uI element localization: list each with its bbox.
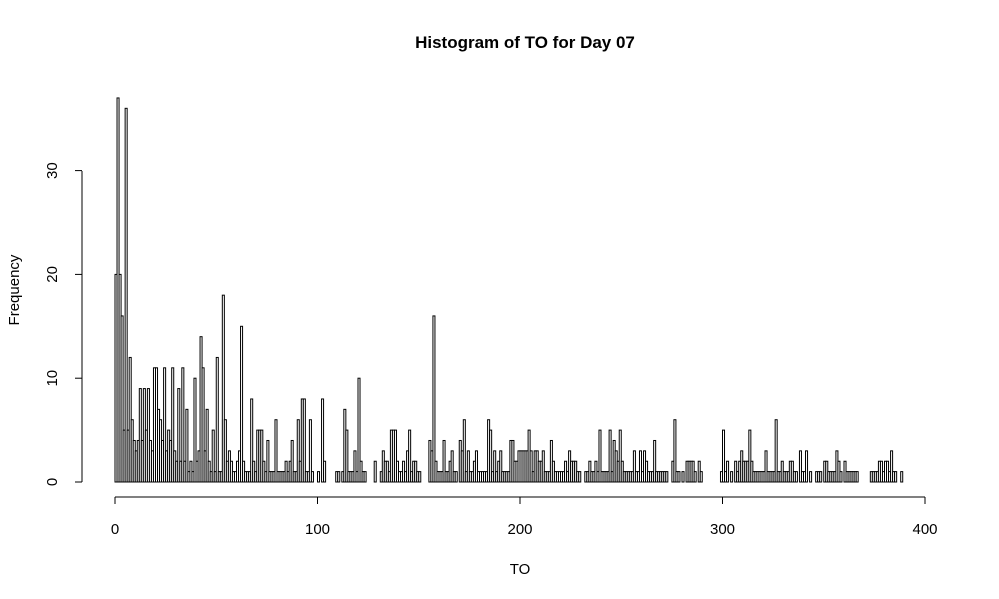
histogram-bar [171, 367, 175, 483]
histogram-bar [345, 429, 349, 483]
histogram-bar [442, 439, 446, 483]
histogram-bar [418, 471, 422, 483]
histogram-bar [321, 398, 325, 483]
histogram-bar [730, 471, 734, 483]
histogram-bar [900, 471, 904, 483]
histogram-bar [163, 367, 167, 483]
histogram-bar [764, 450, 768, 483]
histogram-bar [337, 471, 341, 483]
histogram-bar [353, 450, 357, 483]
x-axis-label: TO [510, 561, 531, 578]
histogram-bar [124, 107, 128, 483]
histogram-bar [693, 471, 697, 483]
histogram-bar [296, 419, 300, 483]
histogram-bar [839, 471, 843, 483]
histogram-bar [290, 439, 294, 483]
histogram-bar [618, 429, 622, 483]
histogram-bars [114, 97, 904, 483]
histogram-bar [855, 471, 859, 483]
histogram-bar [894, 471, 898, 483]
histogram-bar [638, 450, 642, 483]
histogram-bar [632, 450, 636, 483]
histogram-bar [677, 471, 681, 483]
histogram-bar [408, 429, 412, 483]
y-axis-ticks: 0 10 20 30 [44, 162, 82, 486]
histogram-bar [462, 419, 466, 483]
x-axis-ticks: 0 100 200 300 400 [111, 497, 938, 538]
histogram-bar [211, 429, 215, 483]
histogram-bar [529, 450, 533, 483]
y-tick-label: 0 [44, 478, 61, 486]
histogram-bar [578, 471, 582, 483]
histogram-bar [450, 450, 454, 483]
chart-title: Histogram of TO for Day 07 [415, 33, 635, 52]
histogram-bar [185, 408, 189, 483]
histogram-bar [474, 450, 478, 483]
histogram-bar [653, 439, 657, 483]
histogram-bar [890, 450, 894, 483]
histogram-bar [722, 429, 726, 483]
histogram-bar [317, 471, 321, 483]
y-tick-label: 30 [44, 162, 61, 179]
histogram-bar [748, 429, 752, 483]
histogram-bar [699, 471, 703, 483]
histogram-bar [177, 388, 181, 483]
x-tick-label: 300 [710, 521, 735, 538]
histogram-bar [323, 460, 327, 483]
histogram-bar [681, 471, 685, 483]
y-tick-label: 10 [44, 370, 61, 387]
histogram-bar [493, 450, 497, 483]
y-tick-label: 20 [44, 266, 61, 283]
x-tick-label: 100 [305, 521, 330, 538]
histogram-bar [809, 471, 813, 483]
histogram-bar [274, 419, 278, 483]
histogram-bar [608, 429, 612, 483]
histogram-bar [310, 471, 314, 483]
histogram-bar [221, 294, 225, 483]
histogram-bar [798, 450, 802, 483]
histogram-bar [260, 429, 264, 483]
histogram-bar [201, 367, 205, 483]
histogram-bar [774, 419, 778, 483]
histogram-bar [541, 450, 545, 483]
x-tick-label: 400 [912, 521, 937, 538]
histogram-bar [193, 377, 197, 483]
histogram-bar [454, 471, 458, 483]
histogram-bar [819, 471, 823, 483]
histogram-bar [146, 388, 150, 483]
histogram-bar [308, 419, 312, 483]
histogram-bar [181, 367, 185, 483]
histogram-bar [240, 325, 244, 483]
histogram-bar [805, 450, 809, 483]
histogram-bar [205, 408, 209, 483]
histogram-bar [673, 419, 677, 483]
histogram-bar [363, 471, 367, 483]
histogram-bar [250, 398, 254, 483]
histogram-bar [432, 315, 436, 483]
histogram-bar [266, 439, 270, 483]
histogram-bar [393, 429, 397, 483]
histogram-bar [598, 429, 602, 483]
histogram-bar [489, 429, 493, 483]
histogram-bar [726, 460, 730, 483]
x-tick-label: 200 [507, 521, 532, 538]
histogram-bar [215, 356, 219, 483]
histogram-bar [357, 377, 361, 483]
x-tick-label: 0 [111, 521, 119, 538]
histogram-bar [665, 471, 669, 483]
histogram-bar [302, 398, 306, 483]
histogram-bar [499, 450, 503, 483]
histogram-bar [373, 460, 377, 483]
histogram-bar [223, 419, 227, 483]
histogram-bar [466, 450, 470, 483]
histogram-bar [794, 471, 798, 483]
histogram-bar [120, 315, 124, 483]
y-axis-label: Frequency [6, 254, 23, 325]
histogram-bar [138, 388, 142, 483]
